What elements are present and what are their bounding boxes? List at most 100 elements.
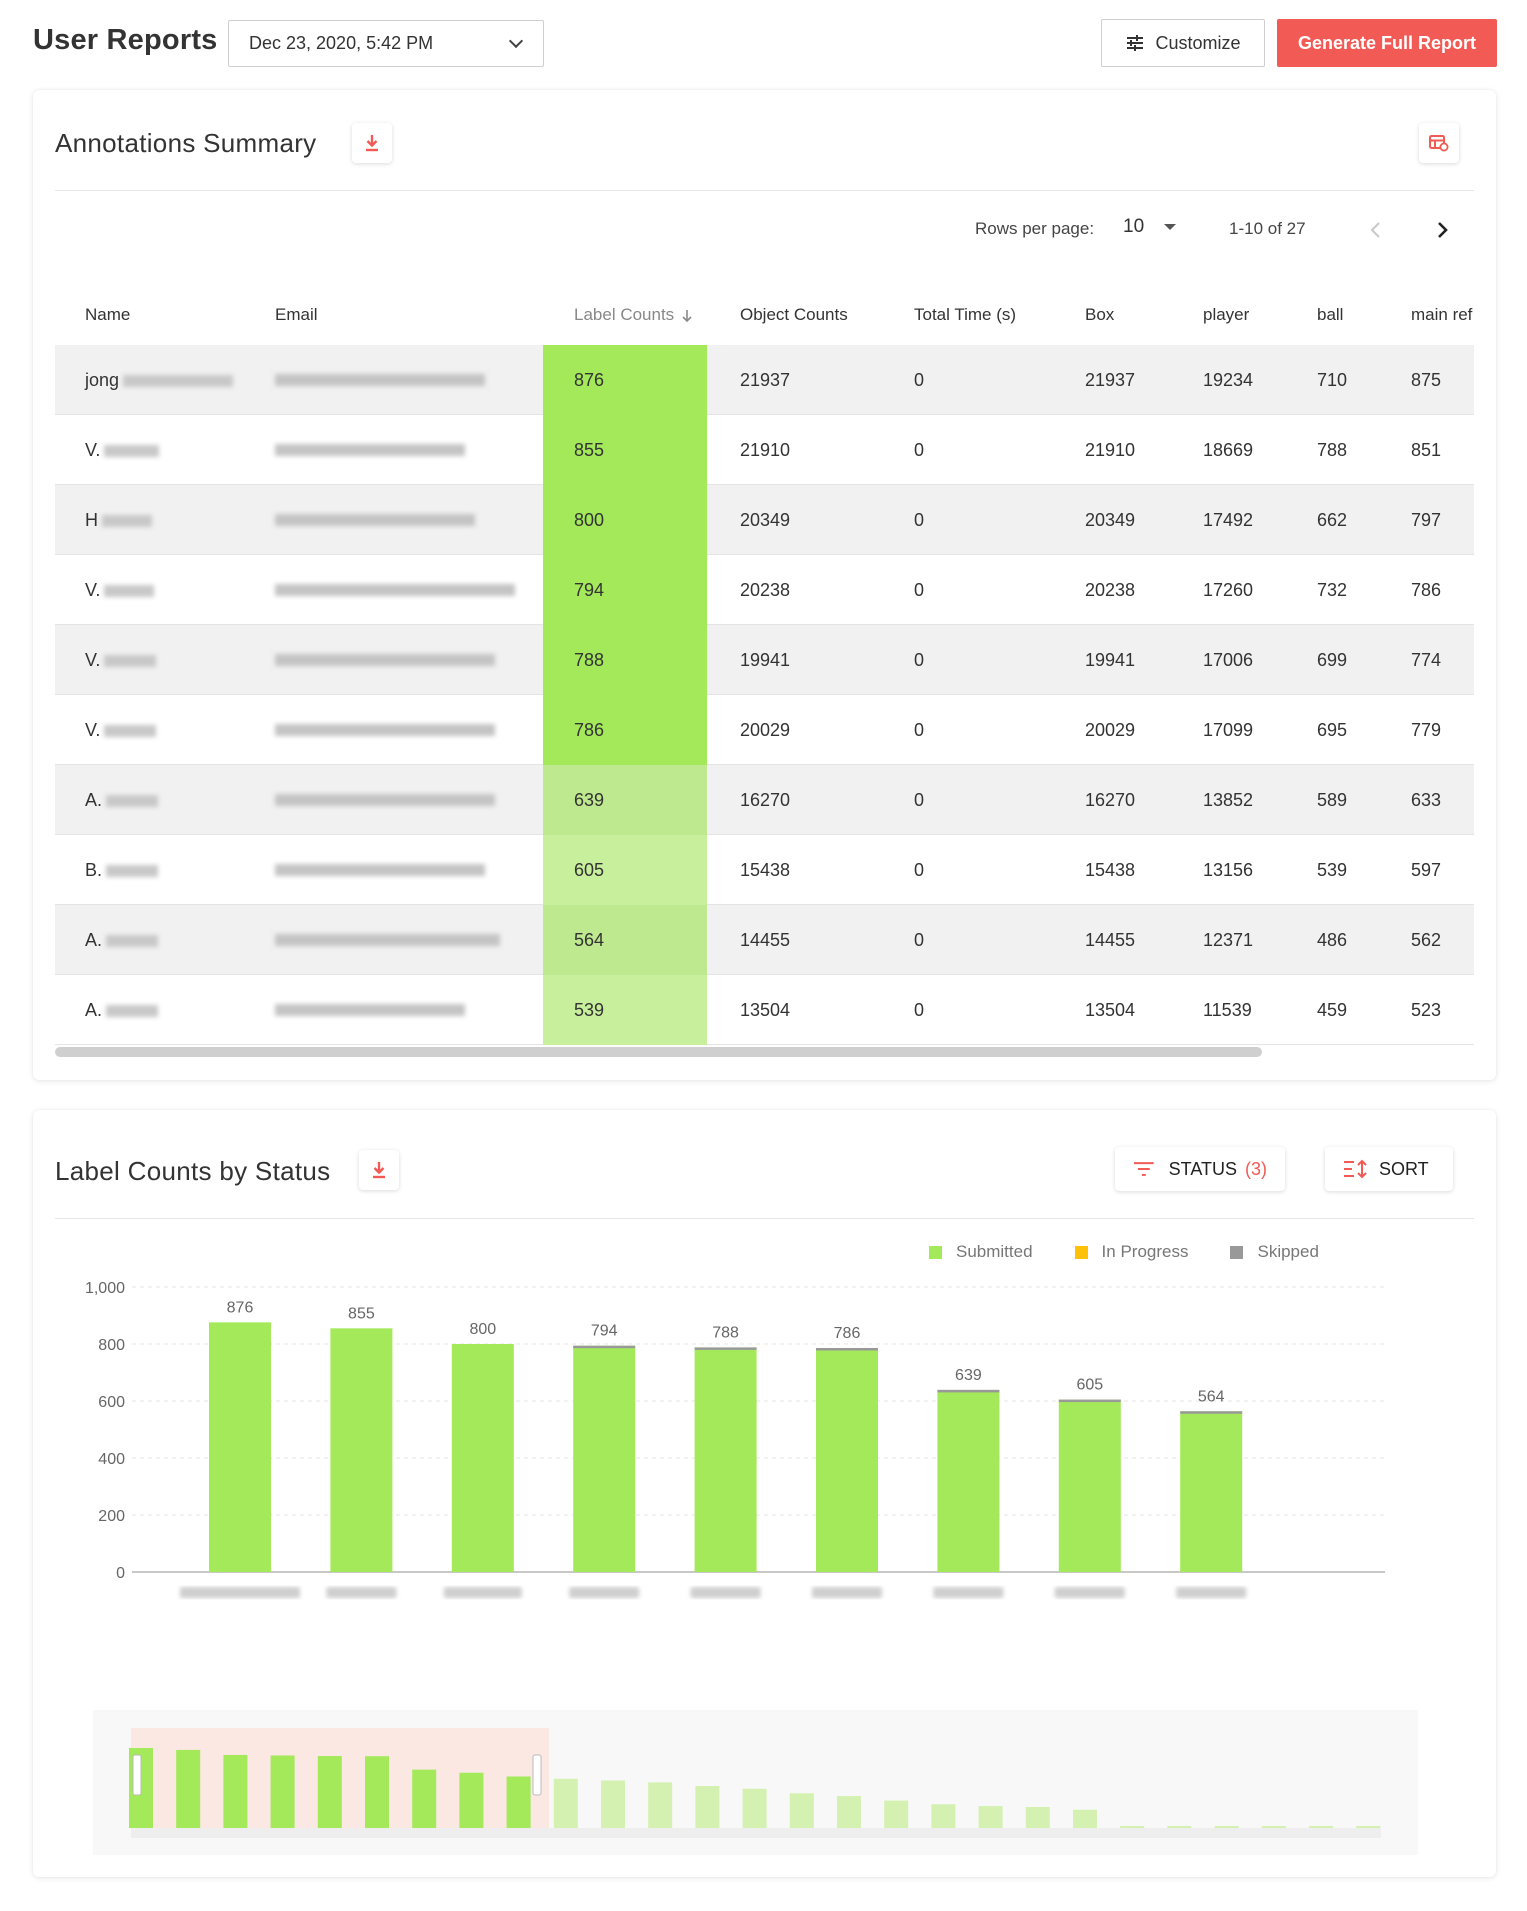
previous-page-button[interactable] <box>1364 218 1388 242</box>
overview-bar <box>648 1782 673 1828</box>
bar-submitted <box>816 1347 878 1572</box>
horizontal-scrollbar[interactable] <box>55 1047 1262 1057</box>
brush-left-handle[interactable] <box>132 1754 142 1796</box>
bar-skipped <box>1180 1411 1243 1414</box>
table-row[interactable]: V. 786 20029 0 20029 17099 695 779 <box>55 695 1474 765</box>
cell-player: 19234 <box>1203 370 1254 390</box>
column-header-box[interactable]: Box <box>1085 305 1115 324</box>
overview-bar <box>1120 1826 1145 1828</box>
cell-label-counts: 855 <box>574 440 605 460</box>
bar-submitted <box>1058 1399 1121 1572</box>
cell-main-ref: 786 <box>1411 580 1442 600</box>
cell-player: 17492 <box>1203 510 1254 530</box>
bar-submitted <box>209 1322 271 1572</box>
chart-divider <box>55 1218 1474 1219</box>
legend-item-in-progress[interactable]: In Progress <box>1074 1242 1188 1262</box>
overview-bar <box>1025 1806 1050 1828</box>
redacted-name <box>123 375 234 388</box>
rows-per-page-label: Rows per page: <box>975 219 1095 238</box>
download-icon <box>366 135 378 152</box>
status-filter-label: STATUS <box>1168 1158 1237 1179</box>
column-header-ball[interactable]: ball <box>1317 305 1344 324</box>
table-row[interactable]: V. 794 20238 0 20238 17260 732 786 <box>55 555 1474 625</box>
cell-player: 11539 <box>1203 1000 1252 1020</box>
cell-total-time: 0 <box>914 510 925 530</box>
cell-name: A. <box>85 765 159 835</box>
cell-name-text: V. <box>85 720 101 740</box>
customize-button[interactable]: Customize <box>1101 19 1265 67</box>
date-select[interactable]: Dec 23, 2020, 5:42 PM <box>228 20 544 67</box>
chart-overview-brush[interactable] <box>93 1710 1418 1855</box>
redacted-email <box>275 374 485 386</box>
cell-name-text: V. <box>85 440 101 460</box>
redacted-name <box>106 795 159 808</box>
y-tick-label: 800 <box>98 1337 125 1354</box>
download-chart-button[interactable] <box>359 1150 399 1190</box>
generate-full-report-button[interactable]: Generate Full Report <box>1277 19 1497 67</box>
redacted-name <box>106 1005 159 1018</box>
sort-button[interactable]: SORT <box>1325 1147 1453 1191</box>
legend-item-skipped[interactable]: Skipped <box>1230 1242 1319 1262</box>
redacted-x-label <box>443 1587 522 1598</box>
cell-box: 21937 <box>1085 370 1136 390</box>
cell-name: B. <box>85 835 159 905</box>
column-header-object-counts[interactable]: Object Counts <box>740 305 848 324</box>
column-header-main-ref[interactable]: main ref <box>1411 305 1473 324</box>
cell-ball: 695 <box>1317 720 1348 740</box>
overview-bar <box>459 1772 484 1828</box>
cell-player: 13156 <box>1203 860 1254 880</box>
overview-bar <box>270 1755 295 1828</box>
overview-bar <box>1261 1826 1286 1828</box>
bar-value-label: 605 <box>1076 1377 1103 1394</box>
cell-name-text: H <box>85 510 98 530</box>
label-counts-bar-chart: 1,000 800 600 400 200 0 876 855 800 794 788 786 639 6… <box>85 1280 1385 1598</box>
table-row[interactable]: H 800 20349 0 20349 17492 662 797 <box>55 485 1474 555</box>
legend-item-submitted[interactable]: Submitted <box>929 1242 1033 1262</box>
cell-name-text: V. <box>85 580 101 600</box>
cell-player: 17006 <box>1203 650 1254 670</box>
label-count-highlight <box>543 555 707 625</box>
bar-submitted <box>694 1347 757 1572</box>
rows-per-page-select[interactable]: 10 <box>1123 216 1177 238</box>
table-row[interactable]: V. 855 21910 0 21910 18669 788 851 <box>55 415 1474 485</box>
column-header-email[interactable]: Email <box>275 305 318 324</box>
redacted-x-label <box>1176 1587 1247 1598</box>
table-row[interactable]: B. 605 15438 0 15438 13156 539 597 <box>55 835 1474 905</box>
caret-down-icon <box>1164 224 1177 230</box>
cell-name: A. <box>85 905 159 975</box>
column-header-name[interactable]: Name <box>85 305 131 324</box>
bar-skipped <box>694 1347 757 1350</box>
table-row[interactable]: V. 788 19941 0 19941 17006 699 774 <box>55 625 1474 695</box>
table-row[interactable]: A. 539 13504 0 13504 11539 459 523 <box>55 975 1474 1045</box>
overview-bar <box>978 1806 1003 1828</box>
column-header-player[interactable]: player <box>1203 305 1250 324</box>
column-header-label-counts[interactable]: Label Counts <box>574 285 693 345</box>
status-filter-button[interactable]: STATUS (3) <box>1115 1147 1285 1191</box>
brush-right-handle[interactable] <box>532 1754 542 1796</box>
label-count-highlight <box>543 415 707 485</box>
table-settings-button[interactable] <box>1419 123 1459 163</box>
next-page-button[interactable] <box>1430 218 1454 242</box>
redacted-name <box>104 655 157 668</box>
bar-value-label: 855 <box>348 1305 375 1322</box>
cell-object-counts: 21910 <box>740 440 791 460</box>
table-row[interactable]: jong 876 21937 0 21937 19234 710 875 <box>55 345 1474 415</box>
redacted-email <box>275 444 465 456</box>
y-tick-label: 400 <box>98 1451 125 1468</box>
column-header-total-time[interactable]: Total Time (s) <box>914 305 1017 324</box>
pagination-range: 1-10 of 27 <box>1229 219 1306 238</box>
legend-swatch-in-progress <box>1074 1245 1088 1259</box>
cell-ball: 662 <box>1317 510 1348 530</box>
bar-skipped <box>816 1347 878 1351</box>
table-row[interactable]: A. 564 14455 0 14455 12371 486 562 <box>55 905 1474 975</box>
redacted-x-label <box>1054 1587 1125 1598</box>
rows-per-page-value: 10 <box>1123 216 1145 237</box>
cell-box: 14455 <box>1085 930 1136 950</box>
table-row[interactable]: A. 639 16270 0 16270 13852 589 633 <box>55 765 1474 835</box>
cell-label-counts: 564 <box>574 930 605 950</box>
download-summary-button[interactable] <box>352 123 392 163</box>
column-header-label-counts-text: Label Counts <box>574 305 675 324</box>
label-count-highlight <box>543 975 707 1045</box>
cell-main-ref: 597 <box>1411 860 1442 880</box>
cell-ball: 589 <box>1317 790 1348 810</box>
